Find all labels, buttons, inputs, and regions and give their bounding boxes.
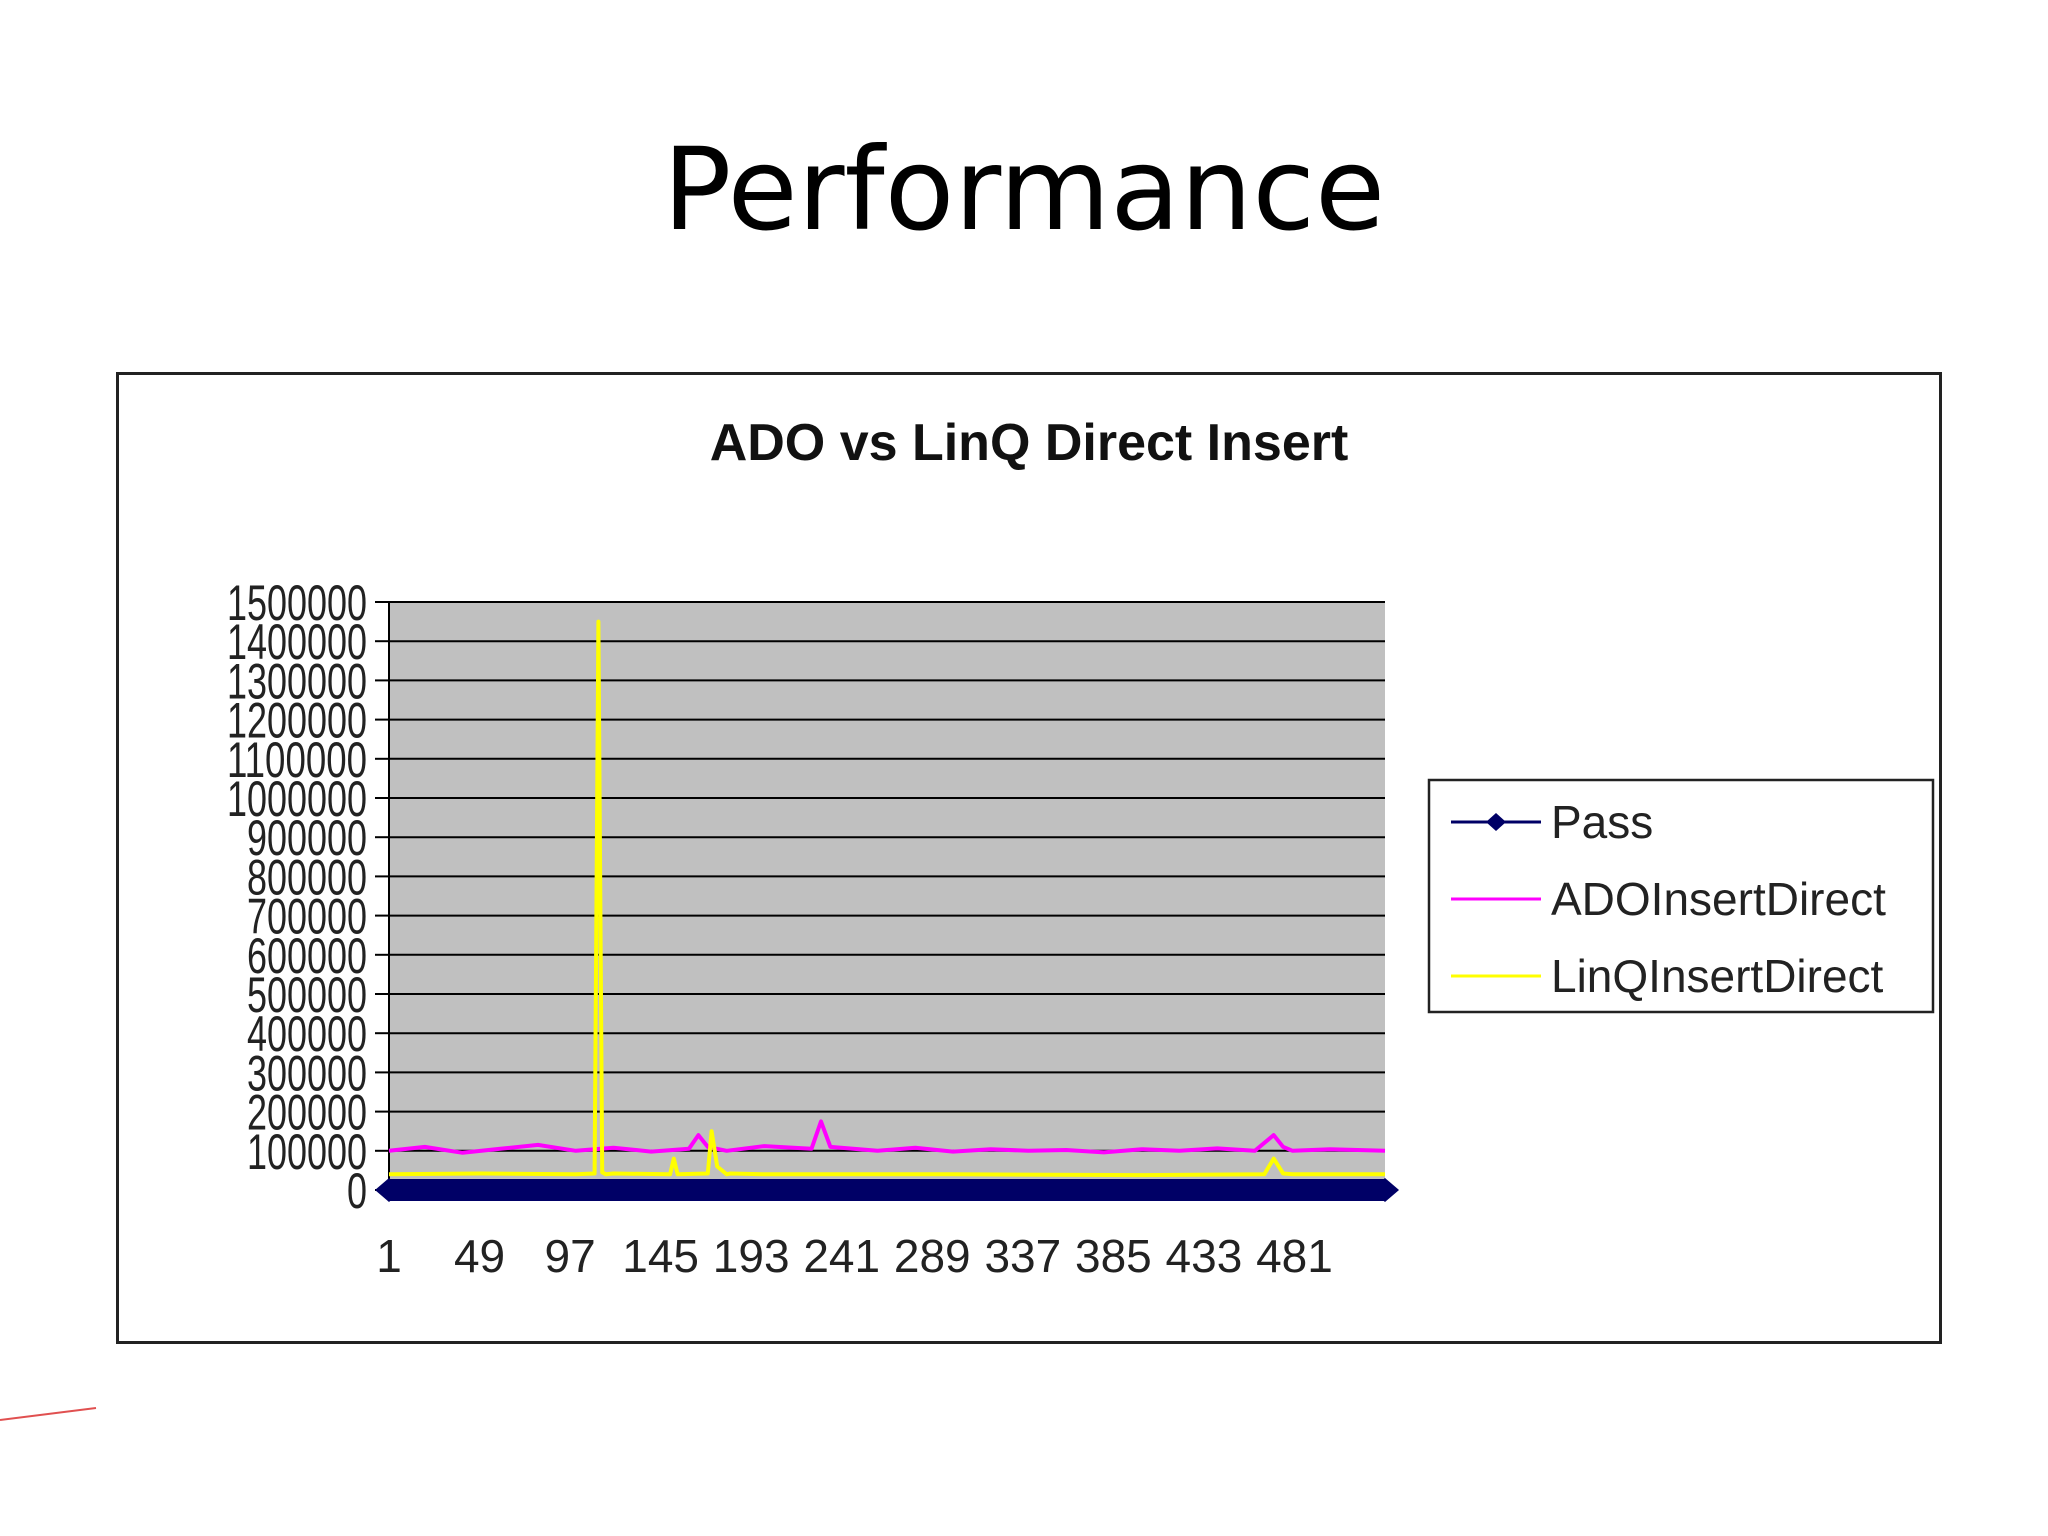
chart-title: ADO vs LinQ Direct Insert: [710, 414, 1349, 472]
x-tick-label: 49: [454, 1230, 505, 1282]
chart-svg: ADO vs LinQ Direct Insert 01000002000003…: [227, 414, 1935, 1282]
y-tick-label: 300000: [247, 1045, 367, 1101]
y-tick-label: 1000000: [227, 771, 367, 827]
y-tick-label: 900000: [247, 810, 367, 866]
y-tick-label: 1200000: [227, 693, 367, 749]
slide-title: Performance: [662, 123, 1386, 256]
x-tick-label: 1: [376, 1230, 402, 1282]
x-tick-label: 385: [1075, 1230, 1152, 1282]
x-tick-label: 193: [713, 1230, 790, 1282]
x-tick-label: 241: [803, 1230, 880, 1282]
chart-frame: ADO vs LinQ Direct Insert 0 100000 200000 3…: [116, 372, 1942, 1344]
legend-label-2: LinQInsertDirect: [1551, 950, 1884, 1002]
legend-box: [1427, 778, 1935, 1014]
chart-legend: Pass ADOInsertDirect LinQInsertDirect: [1427, 778, 1935, 1014]
y-tick-label: 1100000: [227, 732, 367, 788]
legend-label-1: ADOInsertDirect: [1551, 873, 1886, 925]
y-tick-label: 800000: [247, 849, 367, 905]
series-line-2: [388, 619, 1385, 1178]
y-tick-label: 1500000: [227, 575, 367, 631]
y-tick-label: 1300000: [227, 653, 367, 709]
y-tick-label: 0: [347, 1163, 367, 1219]
x-tick-label: 433: [1166, 1230, 1243, 1282]
y-tick-label: 500000: [247, 967, 367, 1023]
y-tick-label: 600000: [247, 928, 367, 984]
y-tick-label: 400000: [247, 1006, 367, 1062]
legend-marker: [1486, 813, 1506, 831]
y-tick-label: 100000: [247, 1124, 367, 1180]
y-tick-label: 200000: [247, 1085, 367, 1141]
decorative-line: [0, 1407, 97, 1421]
x-tick-label: 481: [1256, 1230, 1333, 1282]
legend-label-0: Pass: [1551, 796, 1653, 848]
plot-area: 0100000200000300000400000500000600000700…: [227, 575, 1399, 1282]
y-tick-label: 1400000: [227, 614, 367, 670]
x-tick-label: 289: [894, 1230, 971, 1282]
y-tick-label: 700000: [247, 889, 367, 945]
series-marker: [375, 1178, 403, 1202]
plot-background: [389, 602, 1385, 1190]
x-tick-label: 337: [984, 1230, 1061, 1282]
series-line-1: [388, 1119, 1386, 1155]
x-tick-label: 145: [622, 1230, 699, 1282]
series-marker: [1371, 1178, 1399, 1202]
x-tick-label: 97: [545, 1230, 596, 1282]
